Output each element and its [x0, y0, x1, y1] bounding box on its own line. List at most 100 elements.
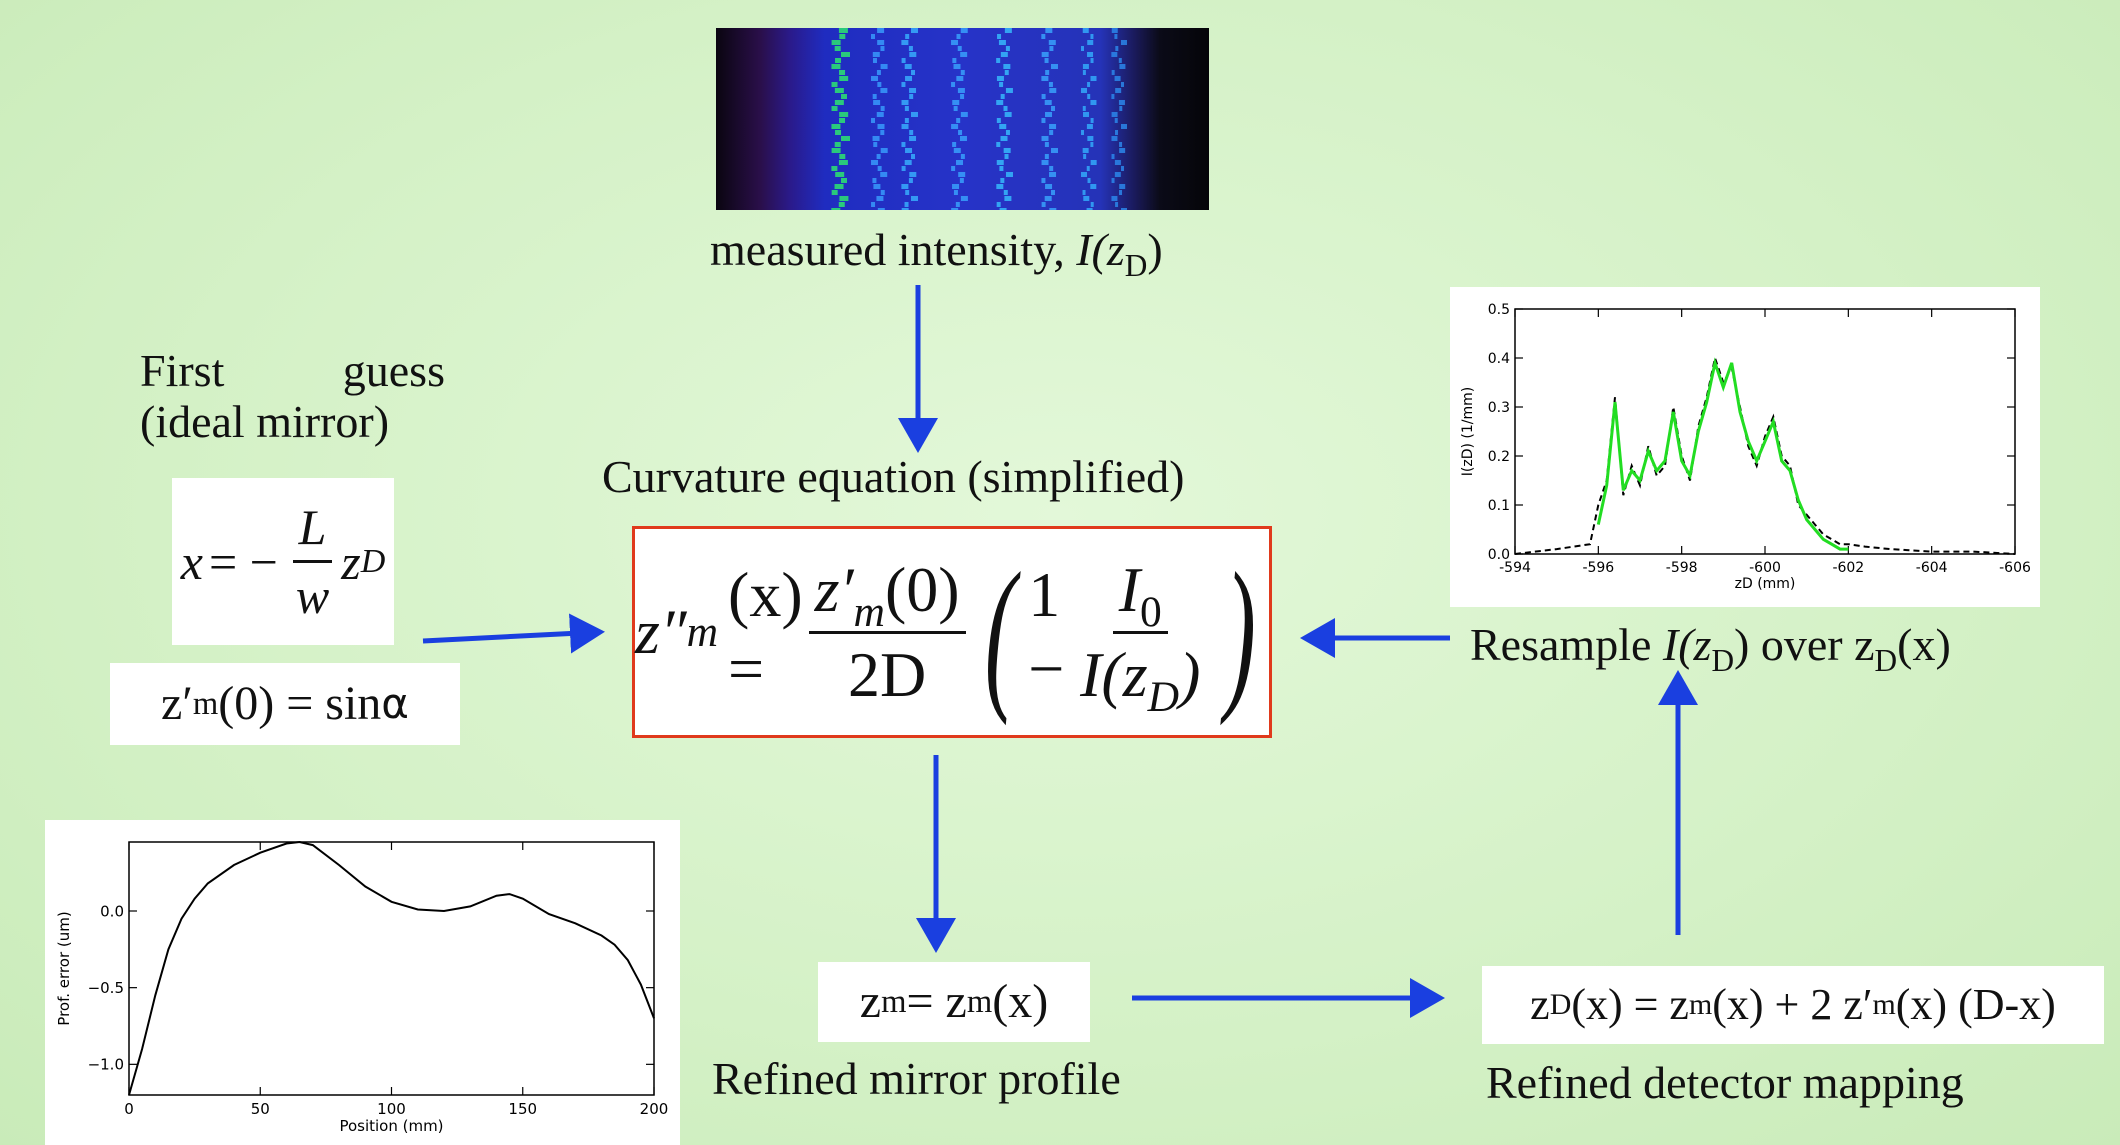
intensity-speckle — [1114, 76, 1121, 81]
intensity-speckle — [1114, 130, 1118, 135]
intensity-speckle — [1049, 46, 1054, 51]
intensity-speckle — [1045, 70, 1050, 75]
intensity-speckle — [1090, 142, 1094, 147]
intensity-speckle — [835, 130, 842, 135]
intensity-image — [716, 28, 1209, 210]
intensity-speckle — [831, 82, 838, 87]
intensity-speckle — [1004, 196, 1012, 201]
intensity-speckle — [834, 100, 844, 105]
intensity-profile-chart: -594 -596 -598 -600 -602 -604 -606 0.0 0.1 0.2 0.3… — [1450, 287, 2040, 607]
intensity-speckle — [839, 154, 846, 159]
intensity-speckle — [1048, 82, 1053, 87]
intensity-speckle — [877, 124, 885, 129]
intensity-speckle — [951, 40, 959, 45]
resample-label: Resample I(zD) over zD(x) — [1470, 619, 1951, 678]
intensity-speckle — [1120, 166, 1124, 171]
intensity-speckle — [1087, 52, 1094, 57]
intensity-speckle — [910, 28, 918, 33]
intensity-speckle — [952, 100, 960, 105]
intensity-speckle — [1111, 94, 1115, 99]
intensity-speckle — [1005, 88, 1013, 93]
intensity-speckle — [959, 178, 964, 183]
intensity-speckle — [1041, 52, 1049, 57]
x-tick-label: -604 — [1916, 560, 1948, 576]
intensity-speckle — [1090, 58, 1094, 63]
x-tick-label: -602 — [1832, 560, 1864, 576]
intensity-speckle — [996, 142, 1001, 147]
intensity-speckle — [1087, 40, 1094, 45]
intensity-speckle — [834, 88, 844, 93]
intensity-speckle — [1082, 70, 1086, 75]
intensity-speckle — [1045, 184, 1053, 189]
intensity-speckle — [880, 148, 888, 153]
intensity-speckle — [834, 46, 841, 51]
intensity-speckle — [1114, 34, 1118, 39]
x-tick-label: 100 — [377, 1100, 406, 1118]
curvature-equation-box: z″ m (x) = z′m(0) 2D ( 1 − I0 I(zD) ) — [632, 526, 1272, 738]
intensity-speckle — [840, 52, 850, 57]
intensity-speckle — [877, 82, 882, 87]
intensity-speckle — [904, 64, 912, 69]
intensity-speckle — [1083, 154, 1087, 159]
intensity-speckle — [1051, 148, 1058, 153]
x-axis-label: zD (mm) — [1735, 576, 1796, 592]
left-paren: ( — [984, 538, 1016, 726]
x-tick-label: -594 — [1499, 560, 1531, 576]
intensity-speckle — [839, 112, 849, 117]
detector-caption: Refined detector mapping — [1486, 1057, 1964, 1108]
y-axis-label: I(zD) (1/mm) — [1460, 387, 1476, 476]
intensity-caption: measured intensity, I(zD) — [710, 224, 1163, 283]
intensity-speckle — [876, 70, 881, 75]
intensity-speckle — [1111, 196, 1118, 201]
intensity-speckle — [1111, 136, 1118, 141]
intensity-speckle — [831, 64, 841, 69]
y-axis-label: Prof. error (um) — [55, 911, 73, 1025]
intensity-speckle — [996, 202, 1001, 207]
intensity-speckle — [876, 154, 881, 159]
intensity-speckle — [1049, 172, 1057, 177]
intensity-speckle — [999, 166, 1004, 171]
intensity-speckle — [901, 82, 906, 87]
intensity-speckle — [835, 58, 842, 63]
intensity-speckle — [1120, 40, 1127, 45]
intensity-speckle — [1003, 106, 1008, 111]
intensity-speckle — [1049, 124, 1057, 129]
intensity-speckle — [960, 52, 968, 57]
x-axis-label: Position (mm) — [339, 1117, 443, 1135]
intensity-speckle — [908, 46, 913, 51]
intensity-speckle — [1082, 106, 1086, 111]
intensity-speckle — [1090, 160, 1097, 165]
intensity-speckle — [908, 178, 913, 183]
intensity-speckle — [1005, 130, 1010, 135]
intensity-speckle — [1114, 118, 1118, 123]
intensity-speckle — [1114, 160, 1121, 165]
x-tick-label: 200 — [640, 1100, 669, 1118]
intensity-speckle — [838, 160, 848, 165]
intensity-speckle — [1050, 106, 1055, 111]
intensity-speckle — [1045, 112, 1053, 117]
x-tick-label: 0 — [124, 1100, 134, 1118]
series-line-1 — [1596, 357, 1849, 551]
intensity-speckle — [838, 28, 848, 33]
intensity-speckle — [910, 70, 915, 75]
intensity-speckle — [1090, 118, 1094, 123]
intensity-speckle — [1111, 70, 1115, 75]
intensity-speckle — [1082, 190, 1086, 195]
intensity-speckle — [1041, 34, 1046, 39]
intensity-speckle — [956, 34, 961, 39]
intensity-speckle — [1005, 46, 1010, 51]
intensity-speckle — [955, 202, 960, 207]
intensity-speckle — [1000, 52, 1008, 57]
intensity-speckle — [1090, 34, 1094, 39]
detector-equation-box: z D (x) = z m (x) + 2 z′ m (x) (D-x) — [1482, 966, 2104, 1044]
intensity-speckle — [1049, 88, 1057, 93]
intensity-speckle — [909, 130, 914, 135]
intensity-speckle — [1087, 94, 1091, 99]
intensity-speckle — [909, 52, 917, 57]
intensity-speckle — [871, 76, 879, 81]
intensity-speckle — [1041, 118, 1046, 123]
intensity-speckle — [838, 202, 845, 207]
intensity-speckle — [1087, 178, 1091, 183]
